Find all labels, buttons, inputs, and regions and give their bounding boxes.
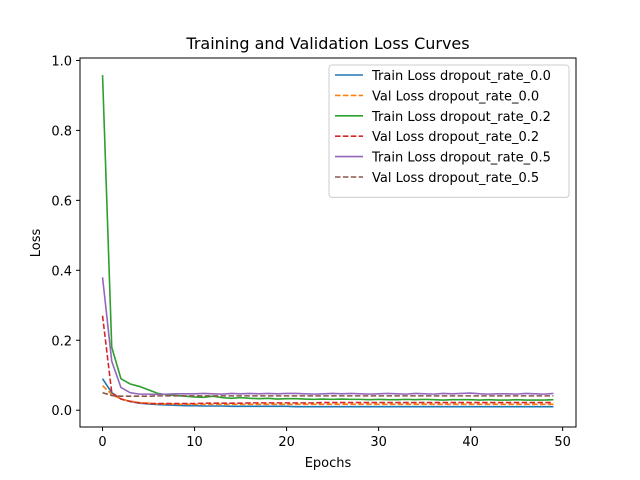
legend-label: Train Loss dropout_rate_0.2 <box>371 110 551 125</box>
series-line-3 <box>101 315 554 405</box>
legend-label: Val Loss dropout_rate_0.5 <box>372 171 539 186</box>
y-tick-label: 0.6 <box>51 194 72 209</box>
series-line-4 <box>101 277 554 396</box>
legend-label: Val Loss dropout_rate_0.2 <box>372 130 539 145</box>
y-tick-label: 0.0 <box>51 404 72 419</box>
x-tick-label: 40 <box>462 435 479 450</box>
series-line-5 <box>102 391 554 398</box>
legend-label: Val Loss dropout_rate_0.0 <box>372 89 539 104</box>
series-line-0 <box>101 378 554 408</box>
legend: Train Loss dropout_rate_0.0 Val Loss drop… <box>328 64 570 198</box>
x-axis: 0 10 20 30 40 50 <box>98 427 571 450</box>
y-tick-label: 0.8 <box>51 124 72 139</box>
chart-title: Training and Validation Loss Curves <box>185 34 469 53</box>
legend-label: Train Loss dropout_rate_0.5 <box>371 151 551 166</box>
y-tick-label: 0.4 <box>51 264 72 279</box>
x-tick-label: 10 <box>186 435 203 450</box>
y-tick-label: 0.2 <box>51 334 72 349</box>
x-tick-label: 0 <box>98 435 106 450</box>
plot-frame <box>79 57 577 428</box>
legend-label: Train Loss dropout_rate_0.0 <box>371 69 551 84</box>
plot-lines <box>101 75 554 408</box>
x-tick-label: 30 <box>370 435 387 450</box>
y-axis: 0.0 0.2 0.4 0.6 0.8 1.0 <box>51 54 80 419</box>
x-axis-label: Epochs <box>305 456 352 471</box>
x-tick-label: 50 <box>554 435 571 450</box>
y-axis-label: Loss <box>29 229 44 258</box>
x-tick-label: 20 <box>278 435 295 450</box>
legend-box <box>328 64 570 198</box>
y-tick-label: 1.0 <box>51 54 72 69</box>
